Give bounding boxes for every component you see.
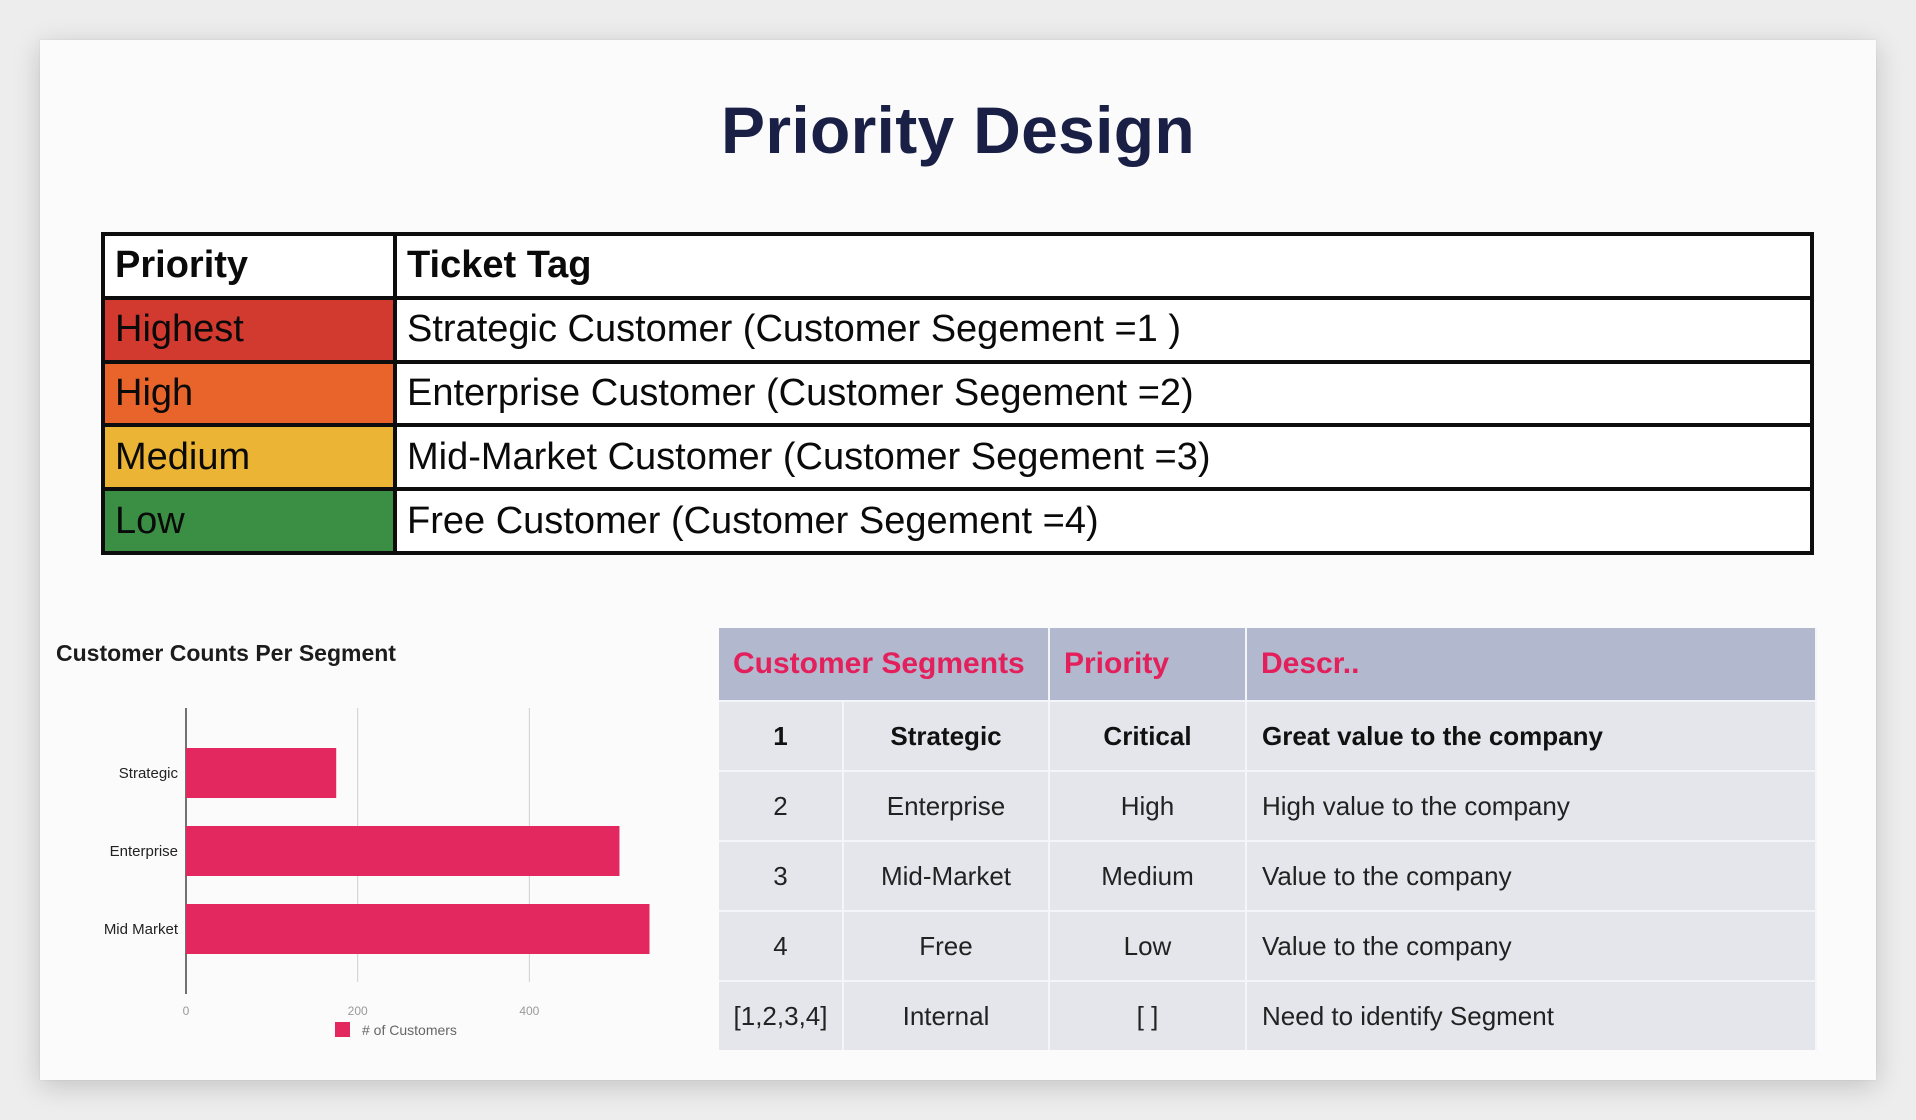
priority-row: Low Free Customer (Customer Segement =4) [101,487,1814,555]
priority-row: High Enterprise Customer (Customer Segem… [101,359,1814,428]
priority-cell: High [101,359,397,428]
segment-description: Need to identify Segment [1246,980,1817,1050]
segment-id: 3 [719,840,844,911]
priority-table-header: Priority Ticket Tag [101,232,1814,300]
segment-description: Great value to the company [1246,700,1817,771]
segments-table: Customer Segments Priority Descr.. 1 Str… [719,628,1817,1050]
bar [186,904,650,954]
segment-priority: Low [1049,910,1247,981]
slide: Priority Design Priority Ticket Tag High… [40,40,1876,1080]
legend-swatch [335,1022,350,1037]
segment-priority: [ ] [1049,980,1247,1050]
header-ticket-tag: Ticket Tag [393,232,1814,300]
segment-name: Free [843,910,1050,981]
segment-id: 4 [719,910,844,981]
table-row: [1,2,3,4] Internal [ ] Need to identify … [719,980,1817,1050]
x-tick-label: 400 [519,1004,539,1018]
segment-priority: Critical [1049,700,1247,771]
category-label: Strategic [119,765,179,782]
table-row: 3 Mid-Market Medium Value to the company [719,840,1817,911]
bar [186,748,337,798]
priority-cell: Medium [101,423,397,492]
priority-row: Highest Strategic Customer (Customer Seg… [101,295,1814,364]
x-tick-label: 0 [183,1004,190,1018]
customer-count-chart: 0200400600StrategicEnterpriseMid Market#… [104,708,650,1038]
table-row: 4 Free Low Value to the company [719,910,1817,981]
slide-title: Priority Design [721,93,1195,167]
chart-title: Customer Counts Per Segment [56,640,396,666]
legend-label: # of Customers [362,1022,457,1038]
segment-name: Strategic [843,700,1050,771]
header-description: Descr.. [1246,628,1817,701]
table-row: 2 Enterprise High High value to the comp… [719,770,1817,841]
priority-cell: Highest [101,295,397,364]
segments-table-header: Customer Segments Priority Descr.. [719,628,1817,701]
segment-priority: High [1049,770,1247,841]
segment-id: [1,2,3,4] [719,980,844,1050]
segment-id: 1 [719,700,844,771]
segment-description: Value to the company [1246,840,1817,911]
table-row: 1 Strategic Critical Great value to the … [719,700,1817,771]
header-priority: Priority [101,232,397,300]
segment-description: Value to the company [1246,910,1817,981]
category-label: Mid Market [104,921,179,938]
priority-row: Medium Mid-Market Customer (Customer Seg… [101,423,1814,492]
segment-name: Enterprise [843,770,1050,841]
segment-id: 2 [719,770,844,841]
x-tick-label: 200 [348,1004,368,1018]
header-priority: Priority [1049,628,1247,701]
segment-description: High value to the company [1246,770,1817,841]
priority-cell: Low [101,487,397,555]
ticket-tag-cell: Free Customer (Customer Segement =4) [393,487,1814,555]
category-label: Enterprise [110,843,178,860]
bar [186,826,620,876]
segment-name: Internal [843,980,1050,1050]
segment-name: Mid-Market [843,840,1050,911]
priority-table: Priority Ticket Tag Highest Strategic Cu… [101,232,1814,555]
header-customer-segments: Customer Segments [719,628,1050,701]
segment-priority: Medium [1049,840,1247,911]
ticket-tag-cell: Mid-Market Customer (Customer Segement =… [393,423,1814,492]
ticket-tag-cell: Enterprise Customer (Customer Segement =… [393,359,1814,428]
ticket-tag-cell: Strategic Customer (Customer Segement =1… [393,295,1814,364]
